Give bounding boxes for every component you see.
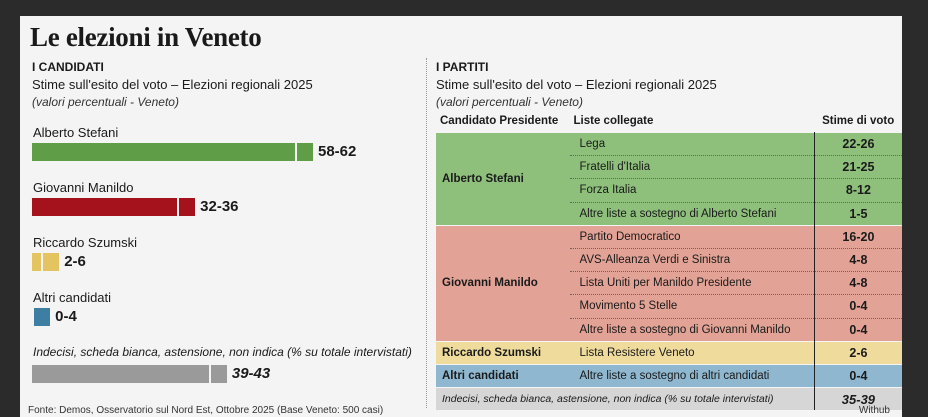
list-name-cell: Partito Democratico (579, 230, 681, 243)
undecided-row-label: Indecisi, scheda bianca, astensione, non… (442, 393, 774, 406)
list-name-cell: Altre liste a sostegno di Giovanni Manil… (569, 317, 815, 342)
list-name-cell: Altre liste a sostegno di Alberto Stefan… (569, 201, 815, 226)
candidate-name: Alberto Stefani (33, 125, 119, 140)
list-name-cell: Lista Resistere Veneto (579, 346, 695, 359)
candidate-cell: Giovanni Manildo (442, 277, 538, 290)
list-name-cell: Altre liste a sostegno di altri candidat… (579, 369, 770, 382)
candidate-name: Giovanni Manildo (33, 180, 134, 195)
list-name-cell: Lista Uniti per Manildo Presidente (569, 271, 815, 295)
list-name-cell: Lega (579, 138, 606, 151)
vote-estimate-cell: 1-5 (813, 201, 902, 226)
bar (32, 308, 51, 326)
list-name-cell: Fratelli d'Italia (569, 155, 815, 179)
candidate-cell: Riccardo Szumski (442, 346, 542, 359)
parties-header: I PARTITI (436, 60, 489, 74)
infographic-card: Le elezioni in Veneto I CANDIDATI Stime … (20, 16, 902, 417)
candidate-cell: Alberto Stefani (442, 172, 524, 185)
table-row: Riccardo Szumski Lista Resistere Veneto 2-… (436, 341, 902, 365)
bar-value-label: 58-62 (318, 143, 357, 160)
list-name-cell: AVS-Alleanza Verdi e Sinistra (569, 247, 815, 272)
bar (32, 253, 60, 271)
candidates-header: I CANDIDATI (32, 60, 104, 74)
range-tick (177, 198, 180, 216)
vote-estimate-cell: 4-8 (813, 271, 902, 295)
undecided-row: Indecisi, scheda bianca, astensione, non… (436, 387, 902, 411)
column-header: Candidato Presidente (440, 115, 559, 127)
parties-note: (valori percentuali - Veneto) (436, 95, 583, 109)
list-name-cell: Movimento 5 Stelle (569, 294, 815, 318)
column-header: Stime di voto (822, 115, 895, 127)
candidate-cell: Altri candidati (442, 369, 519, 382)
parties-table: Candidato Presidente Liste collegate Sti… (436, 110, 902, 411)
list-name-cell: Forza Italia (569, 178, 815, 203)
candidates-subtitle: Stime sull'esito del voto – Elezioni reg… (32, 77, 313, 92)
range-tick (41, 253, 44, 271)
table-row: AVS-Alleanza Verdi e Sinistra 4-8 (436, 247, 902, 272)
page-title: Le elezioni in Veneto (30, 22, 262, 52)
bar (32, 143, 313, 161)
vote-estimate-cell: 2-6 (813, 341, 902, 365)
table-row: Giovanni Manildo Partito Democratico 16-20 (436, 225, 902, 289)
parties-subtitle: Stime sull'esito del voto – Elezioni reg… (436, 77, 717, 92)
bar (32, 365, 227, 383)
brand-label: Withub (858, 405, 890, 416)
vote-estimate-cell: 0-4 (813, 317, 902, 342)
range-tick (208, 365, 211, 383)
candidates-note: (valori percentuali - Veneto) (32, 95, 179, 109)
section-divider (426, 58, 427, 408)
vote-estimate-cell: 8-12 (813, 178, 902, 203)
candidate-name: Riccardo Szumski (33, 235, 138, 250)
bar-value-label: 2-6 (64, 253, 86, 270)
vote-estimate-cell: 21-25 (813, 155, 902, 179)
column-header: Liste collegate (573, 115, 654, 127)
bar-value-label: 0-4 (55, 308, 77, 325)
vote-estimate-cell: 16-20 (813, 225, 902, 249)
vote-estimate-cell: 4-8 (813, 247, 902, 272)
vote-estimate-cell: 22-26 (813, 132, 902, 156)
bar-value-label: 32-36 (200, 198, 239, 215)
range-tick (294, 143, 297, 161)
bar-value-label: 39-43 (231, 365, 271, 382)
vote-estimate-cell: 0-4 (813, 364, 902, 388)
bar (32, 198, 196, 216)
candidate-name: Altri candidati (33, 290, 112, 305)
range-tick (32, 308, 34, 326)
undecided-row-value: 35-39 (813, 387, 902, 411)
table-row: Alberto Stefani Lega 22-26 (436, 132, 902, 185)
source-note: Fonte: Demos, Osservatorio sul Nord Est,… (28, 405, 384, 416)
table-row: Altri candidati Altre liste a sostegno di… (436, 364, 902, 388)
undecided-label: Indecisi, scheda bianca, astensione, non… (33, 345, 412, 359)
vote-estimate-cell: 0-4 (813, 294, 902, 318)
